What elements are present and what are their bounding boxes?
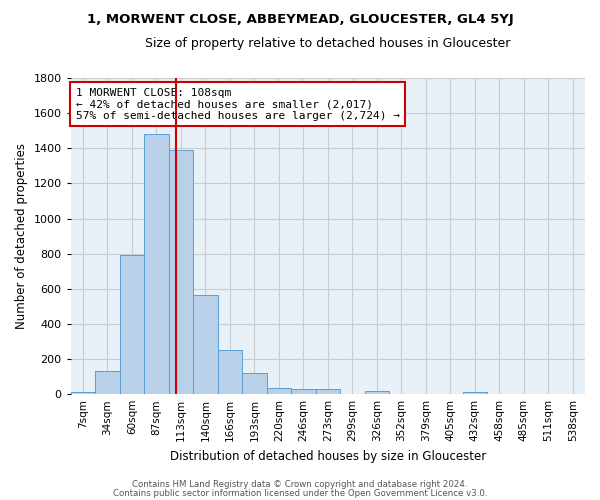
Bar bbox=[119, 256, 144, 394]
Text: Contains public sector information licensed under the Open Government Licence v3: Contains public sector information licen… bbox=[113, 488, 487, 498]
Bar bbox=[291, 389, 316, 394]
Y-axis label: Number of detached properties: Number of detached properties bbox=[15, 143, 28, 329]
Bar bbox=[463, 392, 487, 394]
Title: Size of property relative to detached houses in Gloucester: Size of property relative to detached ho… bbox=[145, 38, 511, 51]
Text: 1, MORWENT CLOSE, ABBEYMEAD, GLOUCESTER, GL4 5YJ: 1, MORWENT CLOSE, ABBEYMEAD, GLOUCESTER,… bbox=[86, 12, 514, 26]
Text: Contains HM Land Registry data © Crown copyright and database right 2024.: Contains HM Land Registry data © Crown c… bbox=[132, 480, 468, 489]
Bar bbox=[365, 390, 389, 394]
Bar bbox=[95, 372, 119, 394]
Bar bbox=[218, 350, 242, 394]
Bar bbox=[266, 388, 291, 394]
Bar bbox=[316, 389, 340, 394]
Bar bbox=[242, 373, 266, 394]
X-axis label: Distribution of detached houses by size in Gloucester: Distribution of detached houses by size … bbox=[170, 450, 486, 462]
Bar bbox=[71, 392, 95, 394]
Bar bbox=[193, 295, 218, 394]
Text: 1 MORWENT CLOSE: 108sqm
← 42% of detached houses are smaller (2,017)
57% of semi: 1 MORWENT CLOSE: 108sqm ← 42% of detache… bbox=[76, 88, 400, 120]
Bar bbox=[169, 150, 193, 394]
Bar bbox=[144, 134, 169, 394]
